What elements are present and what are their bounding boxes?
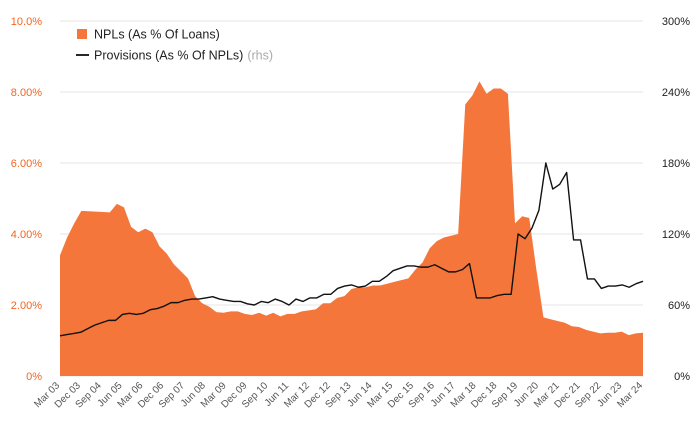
y-right-tick-label: 120% [662, 229, 690, 241]
right-y-axis: 0% 60% 120% 180% 240% 300% [662, 16, 690, 383]
y-left-tick-label: 4.00% [11, 229, 42, 241]
y-left-tick-label: 6.00% [11, 158, 42, 170]
y-right-tick-label: 60% [668, 300, 690, 312]
y-right-tick-label: 240% [662, 87, 690, 99]
y-left-tick-label: 8.00% [11, 87, 42, 99]
legend-label-provisions: Provisions (As % Of NPLs) [94, 49, 243, 63]
y-left-tick-label: 2.00% [11, 300, 42, 312]
legend-label-provisions-group: Provisions (As % Of NPLs) (rhs) [94, 49, 273, 63]
legend-label-npl: NPLs (As % Of Loans) [94, 28, 220, 42]
legend: NPLs (As % Of Loans) Provisions (As % Of… [76, 28, 273, 63]
left-y-axis: 0% 2.00% 4.00% 6.00% 8.00% 10.0% [11, 16, 42, 383]
legend-note-rhs: (rhs) [247, 49, 273, 63]
legend-swatch-npl [77, 29, 87, 39]
provisions-line [59, 162, 644, 337]
y-right-tick-label: 180% [662, 158, 690, 170]
npl-series [60, 81, 643, 376]
npl-area [60, 81, 643, 376]
provisions-series [59, 162, 644, 337]
y-right-tick-label: 0% [674, 371, 690, 383]
y-right-tick-label: 300% [662, 16, 690, 28]
y-left-tick-label: 0% [26, 371, 42, 383]
y-left-tick-label: 10.0% [11, 16, 42, 28]
